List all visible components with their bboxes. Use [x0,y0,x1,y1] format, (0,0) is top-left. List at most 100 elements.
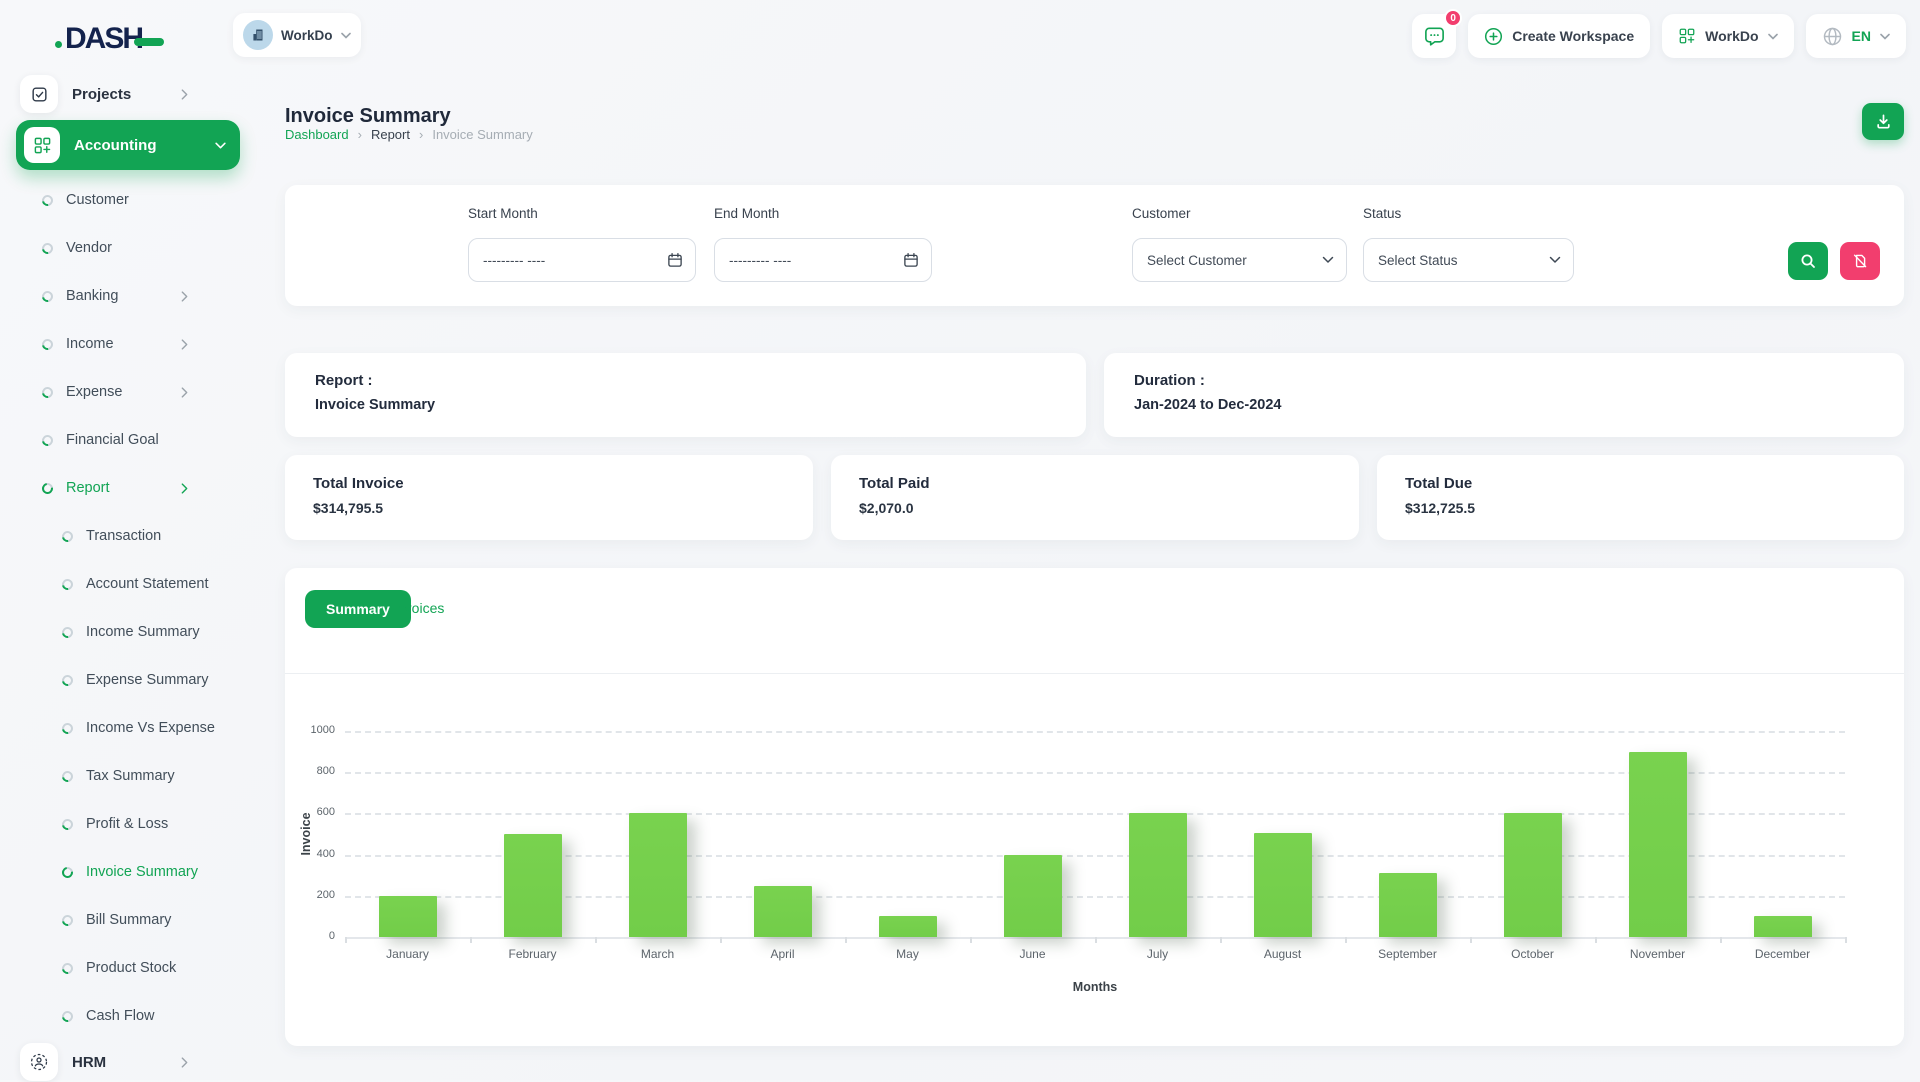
breadcrumb-report-link[interactable]: Report [370,127,410,142]
sidebar-item-customer[interactable]: Customer [16,176,240,224]
sidebar-item-banking[interactable]: Banking [16,272,240,320]
report-value: Invoice Summary [315,397,436,413]
sidebar-item-accounting[interactable]: Accounting [16,120,240,170]
chevron-down-icon [1549,256,1561,263]
status-label: Status [1363,206,1402,221]
status-select[interactable]: Select Status [1363,238,1574,282]
axis-tick [1345,937,1347,943]
sidebar-item-income-summary[interactable]: Income Summary [16,608,240,656]
axis-tick [470,937,472,943]
axis-tick [1720,937,1722,943]
sidebar-item-income[interactable]: Income [16,320,240,368]
x-tick-label-december: December [1754,947,1811,961]
x-tick-label-july: July [1146,947,1169,961]
sidebar-item-financial-goal[interactable]: Financial Goal [16,416,240,464]
sidebar-item-label: HRM [72,1053,107,1071]
donut-bullet-icon [59,672,76,688]
create-workspace-button[interactable]: Create Workspace [1468,14,1651,58]
app-logo[interactable]: DASH [55,22,165,56]
sidebar-item-label: Income [66,336,114,352]
chevron-separator-icon: › [418,127,424,142]
sidebar-item-report[interactable]: Report [16,464,240,512]
sidebar-item-tax-summary[interactable]: Tax Summary [16,752,240,800]
sidebar-item-hrm[interactable]: HRM [16,1042,240,1082]
workspace-avatar [243,20,273,50]
sidebar-item-label: Expense Summary [86,672,209,688]
sidebar-item-label: Transaction [86,528,162,544]
tab-summary[interactable]: Summary [305,590,411,628]
y-tick-label: 800 [316,765,335,778]
total-invoice-card: Total Invoice $314,795.5 [285,455,813,540]
x-tick-label-august: August [1263,947,1302,961]
chart-card: Summary Invoices Invoice Months 0 200 400 6… [285,568,1904,1046]
workspace-menu-button[interactable]: WorkDo [1662,14,1794,58]
sidebar-item-vendor[interactable]: Vendor [16,224,240,272]
donut-bullet-icon [39,192,56,208]
gridline [345,895,1845,898]
end-month-value: --------- ---- [729,252,792,268]
sidebar-item-label: Invoice Summary [86,864,199,880]
chevron-down-icon [1322,256,1334,263]
bar-july [1128,813,1187,937]
download-report-button[interactable] [1862,103,1904,140]
header-actions: 0 Create Workspace WorkDo EN [1412,9,1906,58]
sidebar-item-invoice-summary[interactable]: Invoice Summary [16,848,240,896]
donut-bullet-icon [59,768,76,784]
breadcrumb-dashboard-link[interactable]: Dashboard [285,127,349,142]
bar-june [1003,854,1062,937]
sidebar-item-profit-loss[interactable]: Profit & Loss [16,800,240,848]
start-month-input[interactable]: --------- ---- [468,238,696,282]
total-paid-value: $2,070.0 [859,500,914,516]
globe-icon [1823,27,1841,45]
donut-bullet-icon [59,528,76,544]
donut-bullet-icon [59,576,76,592]
breadcrumb-current: Invoice Summary [432,127,533,142]
sidebar-item-label: Accounting [74,136,157,154]
sidebar-item-transaction[interactable]: Transaction [16,512,240,560]
axis-tick [595,937,597,943]
duration-info-card: Duration : Jan-2024 to Dec-2024 [1104,353,1904,437]
chevron-right-icon [181,88,188,100]
sidebar-item-product-stock[interactable]: Product Stock [16,944,240,992]
sidebar-item-label: Product Stock [86,960,177,976]
end-month-input[interactable]: --------- ---- [714,238,932,282]
chevron-right-icon [181,482,188,494]
total-due-label: Total Due [1405,475,1473,492]
apply-filter-button[interactable] [1788,242,1828,280]
donut-bullet-icon [59,1008,76,1024]
sidebar-item-expense[interactable]: Expense [16,368,240,416]
chat-bubble-icon [1424,27,1444,46]
status-select-value: Select Status [1378,252,1458,268]
language-button[interactable]: EN [1805,14,1906,58]
workspace-switcher[interactable]: WorkDo [233,13,361,57]
customer-select[interactable]: Select Customer [1132,238,1347,282]
sidebar-item-expense-summary[interactable]: Expense Summary [16,656,240,704]
sidebar-item-account-statement[interactable]: Account Statement [16,560,240,608]
donut-bullet-icon [39,336,56,352]
start-month-value: --------- ---- [483,252,546,268]
sidebar-submenu: Customer Vendor Banking Income Expense Financ… [16,176,240,1040]
x-tick-label-january: January [386,947,429,961]
tabs-divider [285,673,1904,674]
tab-invoices[interactable]: Invoices [393,600,445,616]
sidebar-item-label: Banking [66,288,119,304]
bar-september [1378,873,1437,937]
x-tick-label-may: May [896,947,919,961]
sidebar-item-bill-summary[interactable]: Bill Summary [16,896,240,944]
chart-x-axis-title: Months [1072,980,1118,994]
axis-tick [1220,937,1222,943]
reset-filter-button[interactable] [1840,242,1880,280]
logo-dot-icon [55,40,62,48]
x-tick-label-november: November [1629,947,1686,961]
total-invoice-label: Total Invoice [313,475,404,492]
bar-december [1753,916,1812,937]
sidebar-item-cash-flow[interactable]: Cash Flow [16,992,240,1040]
sidebar-item-projects[interactable]: Projects [16,74,240,114]
logo-dash-icon [134,38,165,46]
sidebar-item-income-vs-expense[interactable]: Income Vs Expense [16,704,240,752]
chevron-down-icon [1767,33,1778,40]
donut-bullet-icon [59,960,76,976]
bar-april [753,885,812,937]
messages-button[interactable]: 0 [1412,9,1463,58]
sidebar-item-label: Profit & Loss [86,816,169,832]
